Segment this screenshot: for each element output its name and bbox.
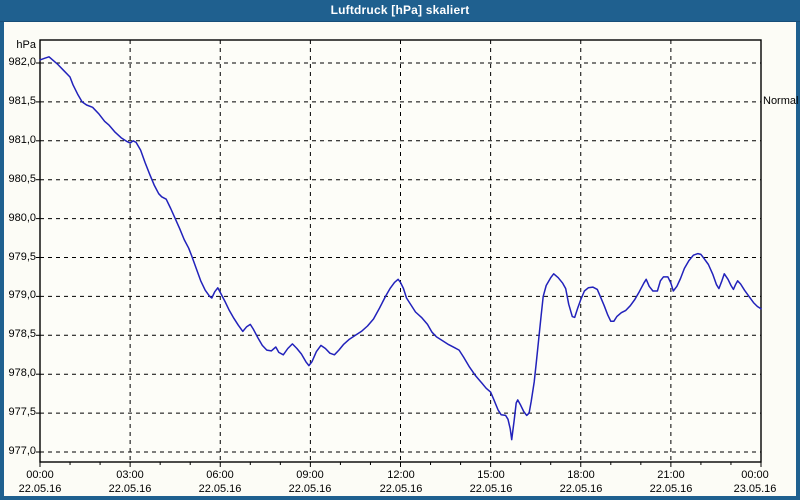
x-tick-date: 22.05.16 <box>108 483 152 495</box>
x-tick-time: 03:00 <box>116 469 144 481</box>
pressure-line <box>39 56 762 441</box>
x-tick-time: 00:00 <box>741 469 769 481</box>
y-axis-unit-label: hPa <box>16 39 36 51</box>
y-tick-label: 980,5 <box>8 173 36 185</box>
x-tick-time: 21:00 <box>657 469 685 481</box>
x-tick-date: 23.05.16 <box>733 483 777 495</box>
x-tick-time: 15:00 <box>477 469 505 481</box>
y-tick-label: 979,5 <box>8 251 36 263</box>
y-tick-label: 978,0 <box>8 367 36 379</box>
title-bar: Luftdruck [hPa] skaliert <box>0 0 800 22</box>
y-tick-label: 981,5 <box>8 95 36 107</box>
x-tick-date: 22.05.16 <box>559 483 603 495</box>
x-tick-time: 18:00 <box>567 469 595 481</box>
chart-title: Luftdruck [hPa] skaliert <box>330 3 470 17</box>
x-tick-date: 22.05.16 <box>379 483 423 495</box>
x-tick-date: 22.05.16 <box>288 483 332 495</box>
y-tick-label: 977,5 <box>8 406 36 418</box>
x-tick-date: 22.05.16 <box>469 483 513 495</box>
x-tick-time: 00:00 <box>26 469 54 481</box>
x-tick-time: 06:00 <box>206 469 234 481</box>
x-tick-time: 12:00 <box>387 469 415 481</box>
y-tick-label: 981,0 <box>8 134 36 146</box>
normal-marker-label: Normal <box>763 95 799 107</box>
x-tick-date: 22.05.16 <box>649 483 693 495</box>
x-tick-date: 22.05.16 <box>18 483 62 495</box>
y-tick-label: 979,0 <box>8 289 36 301</box>
chart-area: hPa Normal 982,0 981,5 981,0 980,5 980,0 979,… <box>4 22 798 496</box>
y-tick-label: 978,5 <box>8 328 36 340</box>
y-tick-label: 980,0 <box>8 212 36 224</box>
x-tick-date: 22.05.16 <box>198 483 242 495</box>
y-tick-label: 982,0 <box>8 56 36 68</box>
x-tick-time: 09:00 <box>296 469 324 481</box>
y-tick-label: 977,0 <box>8 445 36 457</box>
